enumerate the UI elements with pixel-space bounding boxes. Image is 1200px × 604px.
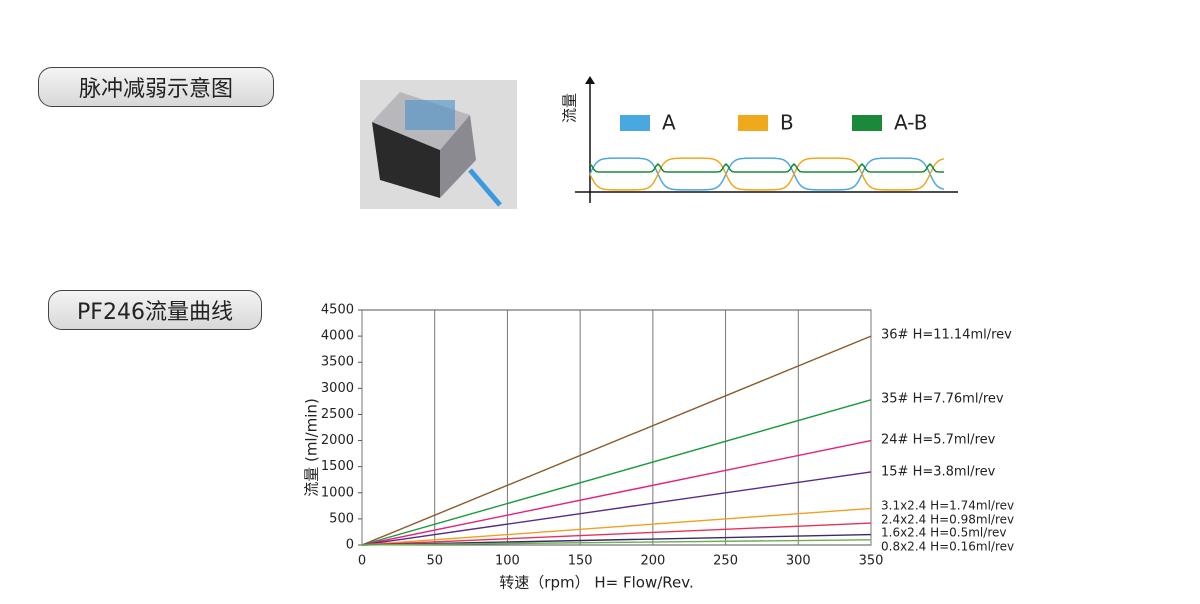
legend-swatch	[852, 115, 882, 131]
product-photo	[360, 80, 517, 209]
series-label: 1.6x2.4 H=0.5ml/rev	[881, 526, 1006, 540]
x-tick-label: 250	[713, 554, 738, 569]
series-line	[361, 399, 872, 546]
series-label: 35# H=7.76ml/rev	[881, 392, 1004, 407]
y-tick-label: 0	[346, 538, 354, 553]
series-label: 0.8x2.4 H=0.16ml/rev	[881, 540, 1014, 554]
legend-label: A	[662, 111, 676, 135]
x-tick-label: 350	[859, 554, 884, 569]
legend-swatch	[738, 115, 768, 131]
y-tick-label: 3000	[321, 381, 354, 396]
section-label: 脉冲减弱示意图	[38, 67, 274, 107]
x-tick-label: 300	[786, 554, 811, 569]
series-line	[361, 507, 872, 546]
x-tick-label: 50	[426, 554, 443, 569]
section-label: PF246流量曲线	[48, 290, 262, 330]
y-axis-label: 流量 (ml/min)	[303, 398, 321, 497]
plot-frame	[361, 309, 872, 546]
series-line	[361, 335, 872, 546]
series-label: 15# H=3.8ml/rev	[881, 465, 996, 480]
series-line	[361, 471, 872, 546]
x-tick-label: 150	[568, 554, 593, 569]
y-tick-label: 2500	[321, 407, 354, 422]
series-line	[361, 439, 872, 546]
series-label: 36# H=11.14ml/rev	[881, 328, 1012, 343]
x-tick-label: 200	[640, 554, 665, 569]
series-label: 2.4x2.4 H=0.98ml/rev	[881, 513, 1014, 527]
y-tick-label: 500	[329, 511, 354, 526]
y-tick-label: 4500	[321, 303, 354, 318]
y-tick-label: 1500	[321, 459, 354, 474]
legend-label: A-B	[894, 111, 927, 135]
series-label: 3.1x2.4 H=1.74ml/rev	[881, 499, 1014, 513]
series-line	[361, 522, 872, 546]
pulse-diagram: 流量 A B A-B	[561, 76, 958, 203]
x-axis-label: 转速（rpm） H= Flow/Rev.	[499, 574, 693, 592]
flow-chart: 0 50 100 150 200 250 300 3500500100015002000250…	[303, 303, 1015, 592]
legend-swatch	[620, 115, 650, 131]
x-tick-label: 100	[495, 554, 520, 569]
legend-label: B	[780, 111, 794, 135]
y-tick-label: 3500	[321, 355, 354, 370]
y-tick-label: 2000	[321, 433, 354, 448]
y-tick-label: 1000	[321, 485, 354, 500]
axis-label: 流量	[561, 93, 579, 123]
series-label: 24# H=5.7ml/rev	[881, 433, 996, 448]
x-tick-label: 0	[358, 554, 366, 569]
y-tick-label: 4000	[321, 329, 354, 344]
series-line	[361, 533, 872, 546]
series-line	[361, 539, 872, 546]
